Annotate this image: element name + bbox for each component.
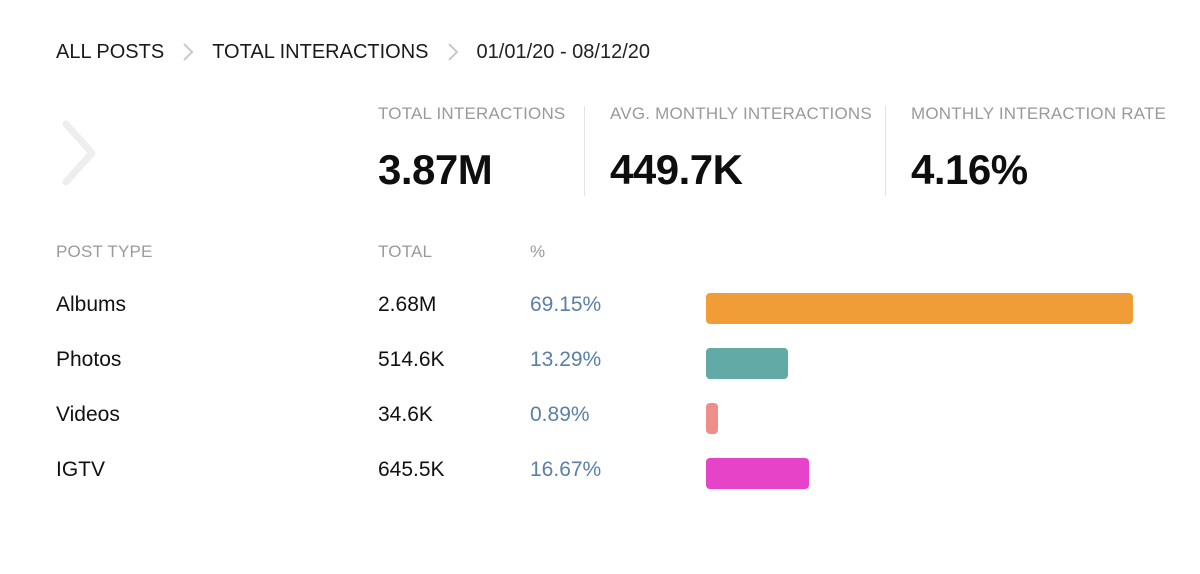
breadcrumb-total-interactions[interactable]: TOTAL INTERACTIONS <box>212 40 429 63</box>
stat-value: 449.7K <box>610 146 743 193</box>
stat-avg-monthly-interactions: AVG. MONTHLY INTERACTIONS 449.7K <box>610 104 872 194</box>
row-percent: 0.89% <box>530 403 590 426</box>
chevron-right-icon <box>179 41 197 63</box>
stat-total-interactions: TOTAL INTERACTIONS 3.87M <box>378 104 565 194</box>
share-bar <box>706 458 809 489</box>
table-row: Photos 514.6K 13.29% <box>0 340 1200 380</box>
column-header-total: TOTAL <box>378 242 433 261</box>
table-row: IGTV 645.5K 16.67% <box>0 450 1200 490</box>
row-post-type: Videos <box>56 403 120 426</box>
share-bar <box>706 403 718 434</box>
row-percent: 16.67% <box>530 458 602 481</box>
row-total: 645.5K <box>378 458 445 481</box>
column-header-post-type: POST TYPE <box>56 242 153 261</box>
chevron-right-icon <box>62 120 96 186</box>
breadcrumb-all-posts[interactable]: ALL POSTS <box>56 40 165 63</box>
row-total: 34.6K <box>378 403 433 426</box>
nav-arrow-button[interactable] <box>58 118 102 188</box>
column-header-percent: % <box>530 242 546 261</box>
row-post-type: Photos <box>56 348 122 371</box>
stat-value: 3.87M <box>378 146 493 193</box>
row-percent: 13.29% <box>530 348 602 371</box>
share-bar <box>706 348 788 379</box>
stat-label: TOTAL INTERACTIONS <box>378 104 566 123</box>
stat-divider <box>885 106 886 196</box>
table-row: Albums 2.68M 69.15% <box>0 285 1200 325</box>
table-row: Videos 34.6K 0.89% <box>0 395 1200 435</box>
chevron-right-icon <box>444 41 462 63</box>
row-percent: 69.15% <box>530 293 602 316</box>
stat-value: 4.16% <box>911 146 1028 193</box>
stat-divider <box>584 106 585 196</box>
share-bar <box>706 293 1133 324</box>
stat-label: AVG. MONTHLY INTERACTIONS <box>610 104 872 123</box>
row-post-type: IGTV <box>56 458 106 481</box>
row-post-type: Albums <box>56 293 127 316</box>
row-total: 2.68M <box>378 293 437 316</box>
stat-monthly-interaction-rate: MONTHLY INTERACTION RATE 4.16% <box>911 104 1166 194</box>
breadcrumb: ALL POSTS TOTAL INTERACTIONS 01/01/20 - … <box>56 38 650 66</box>
row-total: 514.6K <box>378 348 445 371</box>
breadcrumb-date-range: 01/01/20 - 08/12/20 <box>476 40 651 63</box>
stat-label: MONTHLY INTERACTION RATE <box>911 104 1167 123</box>
